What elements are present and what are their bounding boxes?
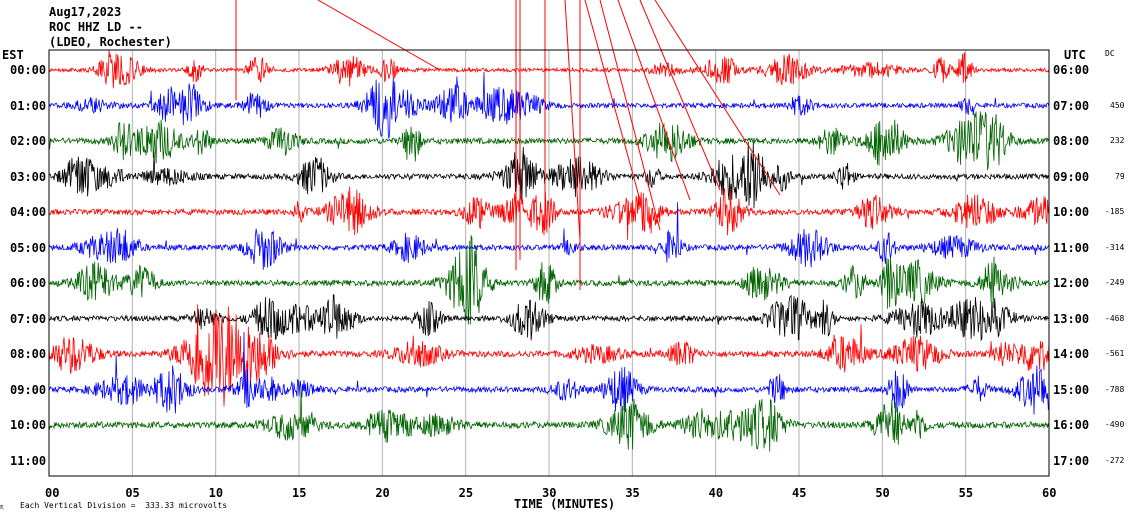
event-marker-line <box>617 0 691 201</box>
x-tick-label: 00 <box>45 486 60 500</box>
event-marker-line <box>317 0 441 71</box>
utc-tick-label: 08:00 <box>1053 134 1090 148</box>
est-tick-label: 09:00 <box>10 382 47 397</box>
dc-offset-label: -468 <box>1105 313 1125 323</box>
date-label: Aug17,2023 <box>49 5 122 19</box>
est-tick-label: 01:00 <box>10 98 47 113</box>
utc-tick-label: 15:00 <box>1053 382 1090 397</box>
est-tick-label: 07:00 <box>10 311 47 326</box>
x-tick-label: 10 <box>208 486 224 500</box>
est-tick-label: 02:00 <box>10 134 47 148</box>
event-marker-line <box>654 0 781 196</box>
seismic-traces <box>48 0 1050 452</box>
trace-line <box>48 49 1050 89</box>
est-tick-label: 00:00 <box>10 63 47 77</box>
x-tick-label: 50 <box>875 486 890 500</box>
trace-line <box>48 234 1050 325</box>
x-tick-label: 15 <box>292 486 307 500</box>
trace-line <box>48 331 1050 415</box>
footer-marker: ♏ <box>0 503 5 511</box>
trace-line <box>48 141 1049 209</box>
utc-tick-label: 14:00 <box>1053 347 1090 361</box>
est-tick-label: 04:00 <box>10 205 47 219</box>
utc-tick-label: 06:00 <box>1053 63 1090 77</box>
dc-offset-label: -561 <box>1105 349 1125 358</box>
est-tick-label: 06:00 <box>10 276 47 290</box>
dc-axis-label: DC <box>1105 49 1115 58</box>
dc-offset-label: -185 <box>1105 207 1125 216</box>
utc-tick-label: 10:00 <box>1053 205 1090 219</box>
utc-tick-label: 07:00 <box>1053 98 1090 113</box>
utc-tick-label: 09:00 <box>1053 169 1090 184</box>
trace-line <box>48 202 1050 270</box>
scale-footer: Each Vertical Division = 333.33 microvol… <box>20 501 228 510</box>
trace-line <box>48 304 1050 407</box>
x-tick-label: 30 <box>542 486 557 500</box>
est-axis-label: EST <box>2 48 24 62</box>
utc-tick-label: 12:00 <box>1053 276 1090 290</box>
x-tick-label: 25 <box>458 486 474 500</box>
x-tick-label: 20 <box>375 486 390 500</box>
event-marker-line <box>584 0 641 201</box>
est-tick-label: 03:00 <box>10 169 47 184</box>
dc-offset-label: -314 <box>1105 242 1125 252</box>
est-tick-label: 08:00 <box>10 347 47 361</box>
dc-offset-label: 79 <box>1115 171 1125 181</box>
dc-offset-label: -272 <box>1105 455 1125 465</box>
est-tick-label: 05:00 <box>10 240 47 255</box>
trace-line <box>48 294 1050 342</box>
x-tick-label: 45 <box>792 486 807 500</box>
network-label: (LDEO, Rochester) <box>49 35 172 49</box>
utc-tick-label: 17:00 <box>1053 453 1090 468</box>
x-tick-label: 35 <box>625 486 640 500</box>
x-tick-label: 55 <box>958 486 974 500</box>
trace-line <box>48 111 1050 171</box>
utc-tick-label: 16:00 <box>1053 418 1090 432</box>
trace-line <box>48 386 1050 452</box>
utc-tick-label: 13:00 <box>1053 311 1090 326</box>
trace-line <box>48 186 1050 240</box>
x-tick-label: 60 <box>1042 486 1057 500</box>
grid-lines <box>48 50 1050 476</box>
est-tick-label: 11:00 <box>10 453 47 468</box>
event-marker-line <box>599 0 661 231</box>
x-tick-label: 40 <box>708 486 724 500</box>
utc-tick-label: 11:00 <box>1053 240 1090 255</box>
est-tick-label: 10:00 <box>10 418 47 432</box>
utc-axis-label: UTC <box>1064 48 1086 62</box>
event-marker-line <box>639 0 721 191</box>
x-tick-label: 05 <box>125 486 140 500</box>
dc-offset-label: -249 <box>1105 278 1125 287</box>
station-label: ROC HHZ LD -- <box>49 20 143 34</box>
dc-offset-label: -788 <box>1105 384 1125 394</box>
plot-frame <box>48 49 1050 477</box>
dc-offset-label: 232 <box>1110 136 1125 145</box>
trace-line <box>48 72 1050 139</box>
x-axis-title: TIME (MINUTES) <box>514 497 616 511</box>
dc-offset-label: -490 <box>1105 420 1125 429</box>
event-marker-line <box>564 0 581 241</box>
dc-offset-label: 450 <box>1110 100 1125 110</box>
